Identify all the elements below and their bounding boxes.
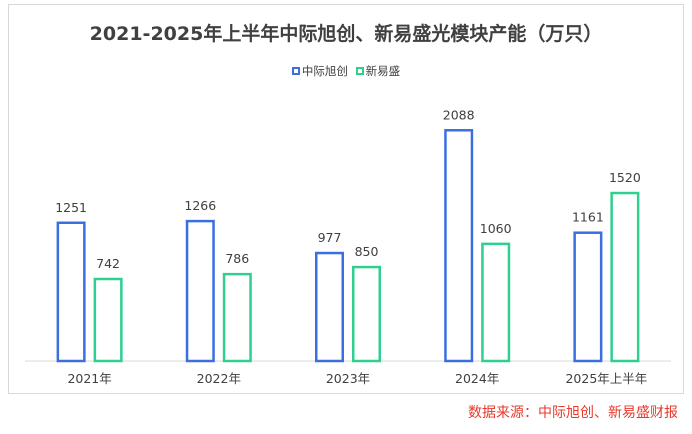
data-label-series-2-1: 786: [225, 251, 249, 266]
bar-chart-plot: 1251 742 2021年 1266 786 2022年 977 850 2023年 2088 1…: [25, 107, 671, 386]
bar-series-1-1: [185, 219, 215, 363]
chart-title: 2021-2025年上半年中际旭创、新易盛光模块产能（万只）: [89, 23, 603, 45]
data-label-series-2-4: 1520: [609, 170, 641, 185]
legend-item-series-1: 中际旭创: [291, 63, 348, 79]
data-label-series-1-3: 2088: [443, 107, 475, 122]
data-label-series-1-0: 1251: [55, 200, 87, 215]
x-tick-label-2: 2023年: [326, 371, 370, 386]
data-label-series-2-0: 742: [96, 256, 120, 271]
data-label-series-1-1: 1266: [184, 198, 216, 213]
x-tick-label-1: 2022年: [197, 371, 241, 386]
bar-series-2-4: [610, 191, 640, 363]
data-label-series-1-4: 1161: [572, 210, 604, 225]
legend-item-series-2: 新易盛: [355, 63, 401, 79]
bar-series-1-0: [56, 221, 86, 363]
bar-series-1-4: [573, 231, 603, 363]
bar-series-2-3: [481, 242, 511, 363]
data-label-series-2-3: 1060: [480, 221, 512, 236]
source-note: 数据来源：中际旭创、新易盛财报: [468, 405, 678, 421]
legend-swatch-series-1: [291, 67, 300, 75]
legend-swatch-series-2: [355, 67, 364, 75]
x-tick-label-0: 2021年: [67, 371, 111, 386]
x-tick-label-4: 2025年上半年: [565, 371, 647, 386]
data-label-series-1-2: 977: [318, 230, 342, 245]
chart-frame: 2021-2025年上半年中际旭创、新易盛光模块产能（万只） 中际旭创 新易盛 …: [8, 4, 684, 394]
bar-series-2-2: [352, 265, 381, 363]
bar-series-2-1: [222, 272, 252, 363]
legend: 中际旭创 新易盛: [9, 63, 683, 79]
legend-label-series-1: 中际旭创: [301, 64, 348, 78]
data-label-series-2-2: 850: [355, 244, 379, 259]
bar-series-1-2: [315, 251, 344, 363]
bar-series-1-3: [444, 129, 474, 363]
legend-label-series-2: 新易盛: [365, 64, 401, 78]
bar-series-2-0: [93, 277, 123, 363]
x-tick-label-3: 2024年: [455, 371, 499, 386]
